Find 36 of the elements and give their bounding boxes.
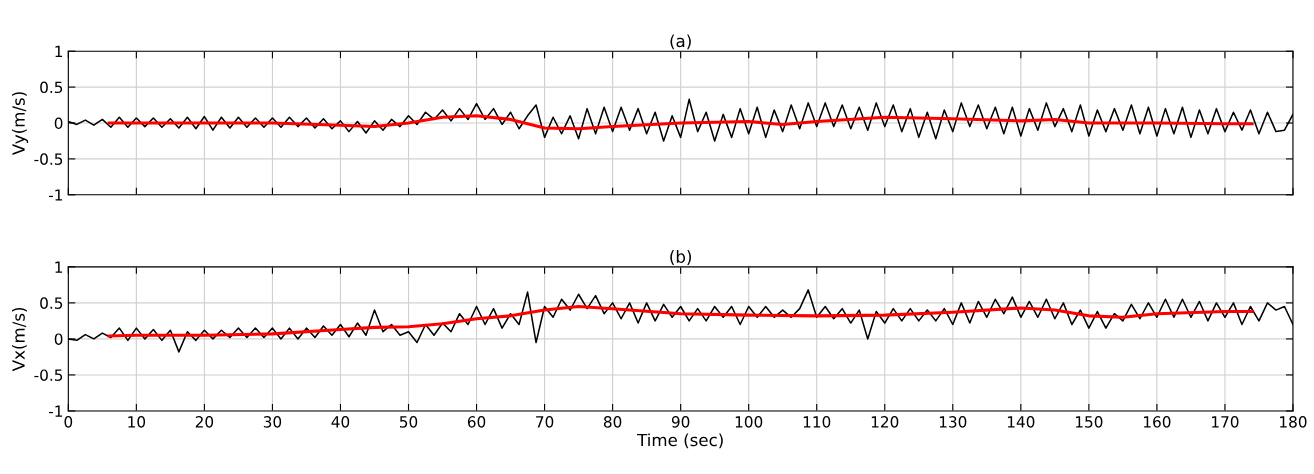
chart-title: (a) [670,34,691,50]
x-tick-label: 140 [1007,416,1035,428]
x-tick-label: 30 [263,416,282,428]
x-tick-label: 160 [1144,416,1171,428]
x-tick-label: 10 [128,416,146,428]
y-tick-label: -0.5 [34,369,63,381]
y-axis-title: Vy(m/s) [11,92,29,156]
y-tick-label: -0.5 [34,153,63,165]
x-tick-label: 150 [1075,416,1103,428]
x-tick-label: 80 [603,416,622,428]
x-tick-label: 20 [195,416,214,428]
x-tick-label: 130 [939,416,967,428]
x-tick-label: 180 [1280,416,1307,428]
x-tick-label: 110 [803,416,831,428]
y-tick-label: 1 [55,45,63,57]
y-tick-label: 1 [55,261,63,273]
chart-title: (b) [670,250,692,265]
y-tick-label: 0.5 [40,81,63,94]
y-tick-label: 0 [54,333,63,345]
x-tick-label: 90 [671,416,690,428]
x-tick-label: 60 [467,416,486,428]
line-series [107,304,1254,338]
y-tick-label: -1 [48,405,63,417]
line-series [107,114,1254,131]
x-tick-label: 0 [64,416,73,428]
x-tick-label: 100 [735,416,763,428]
x-tick-label: 170 [1212,416,1239,428]
y-tick-label: -1 [48,189,63,201]
y-tick-label: 0 [54,117,63,130]
y-axis-title: Vx(m/s) [11,307,27,372]
x-tick-label: 50 [399,416,418,428]
x-tick-label: 40 [331,416,350,428]
x-tick-label: 120 [871,416,899,428]
x-tick-label: 70 [536,416,554,428]
x-axis-title: Time (sec) [637,433,723,449]
y-tick-label: 0.5 [40,297,63,309]
